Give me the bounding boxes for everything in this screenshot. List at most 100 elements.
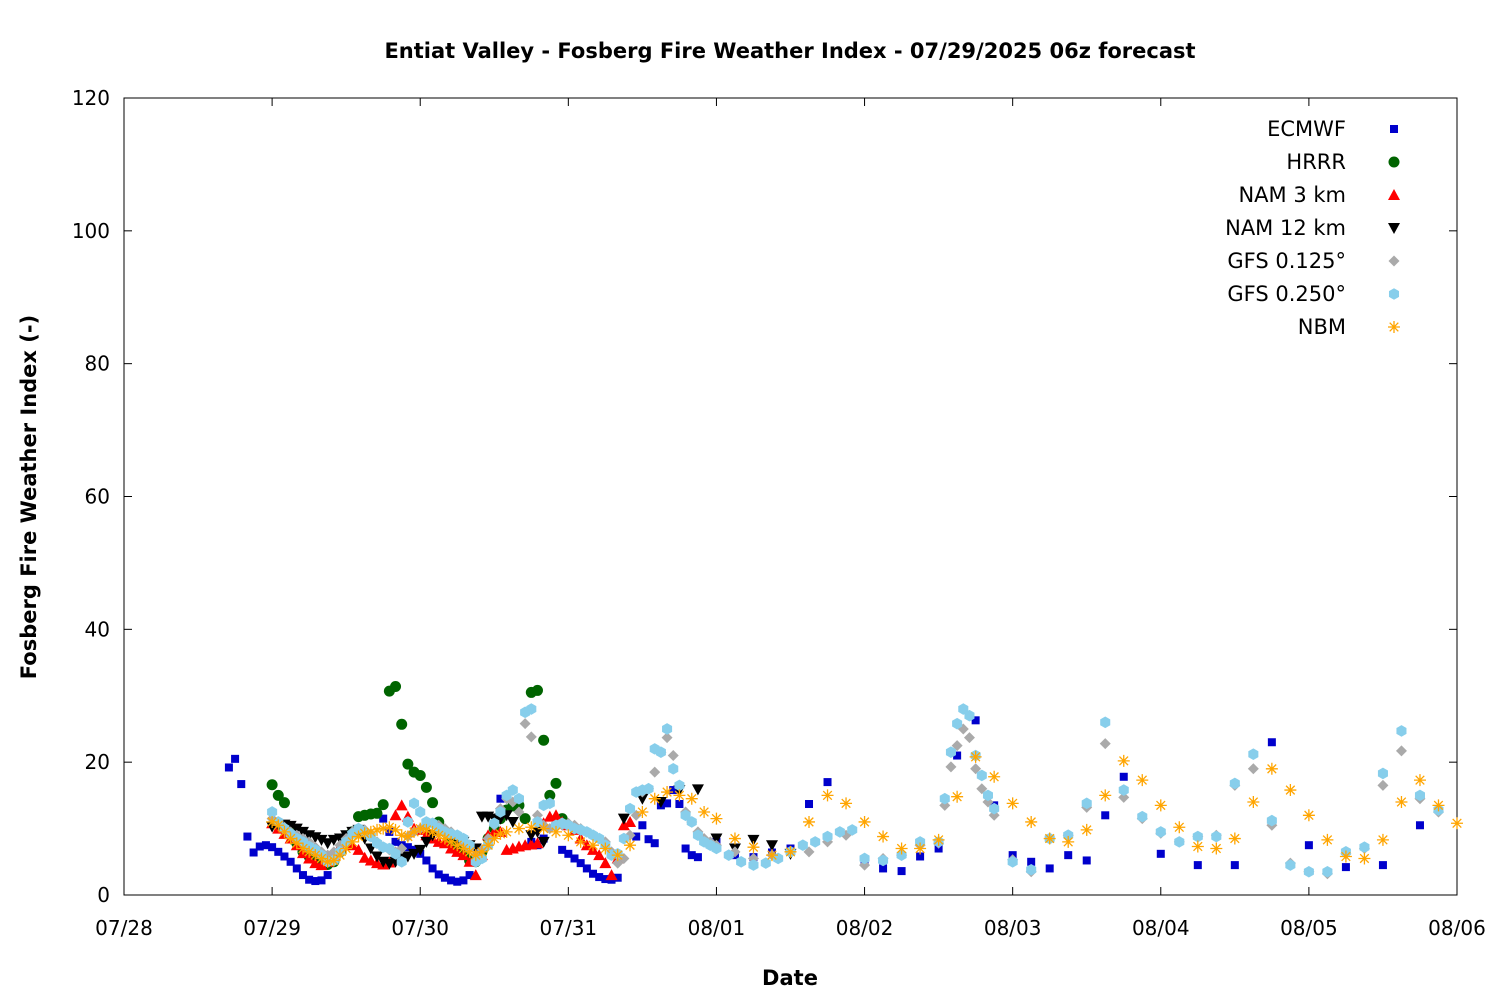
data-point bbox=[243, 832, 252, 841]
data-point bbox=[1193, 861, 1202, 870]
data-point bbox=[1267, 738, 1276, 747]
data-point bbox=[617, 819, 630, 831]
data-point bbox=[506, 816, 519, 828]
data-point bbox=[408, 825, 421, 838]
data-point bbox=[414, 769, 426, 781]
data-point bbox=[1137, 810, 1148, 823]
data-point bbox=[636, 805, 649, 818]
data-point bbox=[395, 829, 408, 842]
data-point bbox=[686, 816, 697, 828]
data-point bbox=[655, 746, 666, 758]
data-point bbox=[422, 856, 431, 865]
data-point bbox=[296, 842, 309, 855]
data-point bbox=[632, 832, 641, 841]
data-point bbox=[544, 789, 556, 801]
data-point bbox=[457, 842, 470, 855]
data-point bbox=[1118, 784, 1129, 796]
data-point bbox=[494, 827, 507, 840]
data-point bbox=[317, 876, 326, 885]
data-point bbox=[544, 797, 555, 810]
legend-marker bbox=[1388, 321, 1400, 333]
data-point bbox=[821, 789, 834, 802]
data-point bbox=[1211, 830, 1222, 843]
data-point bbox=[408, 848, 421, 860]
data-point bbox=[1117, 754, 1130, 767]
data-point bbox=[1229, 777, 1240, 790]
data-point bbox=[878, 854, 889, 867]
data-point bbox=[377, 822, 390, 835]
data-point bbox=[595, 873, 604, 882]
data-point bbox=[340, 842, 353, 855]
legend-marker bbox=[1388, 288, 1400, 300]
legend-label: GFS 0.125° bbox=[1227, 249, 1346, 273]
data-point bbox=[1064, 851, 1073, 860]
data-point bbox=[389, 823, 402, 836]
data-point bbox=[1322, 865, 1333, 878]
x-tick-label: 08/06 bbox=[1428, 916, 1486, 940]
x-tick-label: 07/29 bbox=[243, 916, 301, 940]
data-point bbox=[661, 732, 673, 744]
data-point bbox=[453, 877, 462, 886]
data-point bbox=[971, 716, 980, 725]
data-point bbox=[589, 869, 598, 878]
data-point bbox=[691, 784, 704, 796]
data-point bbox=[1432, 799, 1445, 812]
series-6 bbox=[266, 750, 1463, 868]
data-point bbox=[445, 842, 458, 854]
data-point bbox=[305, 875, 314, 884]
data-point bbox=[879, 864, 888, 873]
data-point bbox=[803, 815, 816, 828]
data-point bbox=[451, 845, 464, 857]
data-point bbox=[231, 754, 240, 763]
data-point bbox=[434, 870, 443, 879]
data-point bbox=[617, 813, 630, 825]
data-point bbox=[654, 797, 667, 809]
legend-item: HRRR bbox=[1286, 150, 1400, 174]
chart-title: Entiat Valley - Fosberg Fire Weather Ind… bbox=[384, 39, 1195, 63]
data-point bbox=[1377, 767, 1388, 780]
data-point bbox=[784, 845, 797, 858]
data-point bbox=[711, 842, 722, 855]
data-point bbox=[650, 839, 659, 848]
data-point bbox=[1192, 830, 1203, 843]
data-point bbox=[674, 779, 685, 792]
data-point bbox=[797, 839, 808, 851]
data-point bbox=[1099, 738, 1111, 750]
x-tick-label: 08/01 bbox=[688, 916, 746, 940]
data-point bbox=[237, 780, 246, 789]
data-point bbox=[550, 777, 562, 789]
data-point bbox=[1156, 849, 1165, 858]
data-point bbox=[1101, 811, 1110, 820]
legend-item: NAM 3 km bbox=[1238, 183, 1400, 207]
data-point bbox=[1043, 832, 1056, 845]
data-point bbox=[1377, 779, 1389, 791]
data-point bbox=[680, 809, 691, 822]
data-point bbox=[1248, 748, 1259, 760]
data-point bbox=[459, 876, 468, 885]
data-point bbox=[625, 802, 636, 815]
data-point bbox=[667, 750, 679, 762]
data-point bbox=[321, 838, 334, 850]
data-point bbox=[895, 842, 908, 855]
data-point bbox=[1062, 835, 1075, 848]
data-point bbox=[1284, 784, 1297, 797]
legend-marker bbox=[1388, 255, 1400, 267]
data-point bbox=[805, 800, 814, 809]
data-point bbox=[475, 845, 488, 858]
data-point bbox=[636, 793, 649, 805]
data-point bbox=[710, 833, 723, 845]
data-point bbox=[525, 731, 537, 743]
data-point bbox=[932, 833, 945, 846]
data-point bbox=[224, 763, 233, 772]
legend-item: ECMWF bbox=[1267, 117, 1398, 141]
data-point bbox=[371, 851, 384, 863]
data-point bbox=[278, 797, 290, 809]
data-point bbox=[896, 849, 907, 861]
x-tick-label: 08/03 bbox=[984, 916, 1042, 940]
data-point bbox=[624, 839, 637, 852]
data-point bbox=[519, 813, 531, 825]
data-point bbox=[564, 849, 573, 858]
data-point bbox=[463, 845, 476, 858]
data-point bbox=[1358, 852, 1371, 865]
